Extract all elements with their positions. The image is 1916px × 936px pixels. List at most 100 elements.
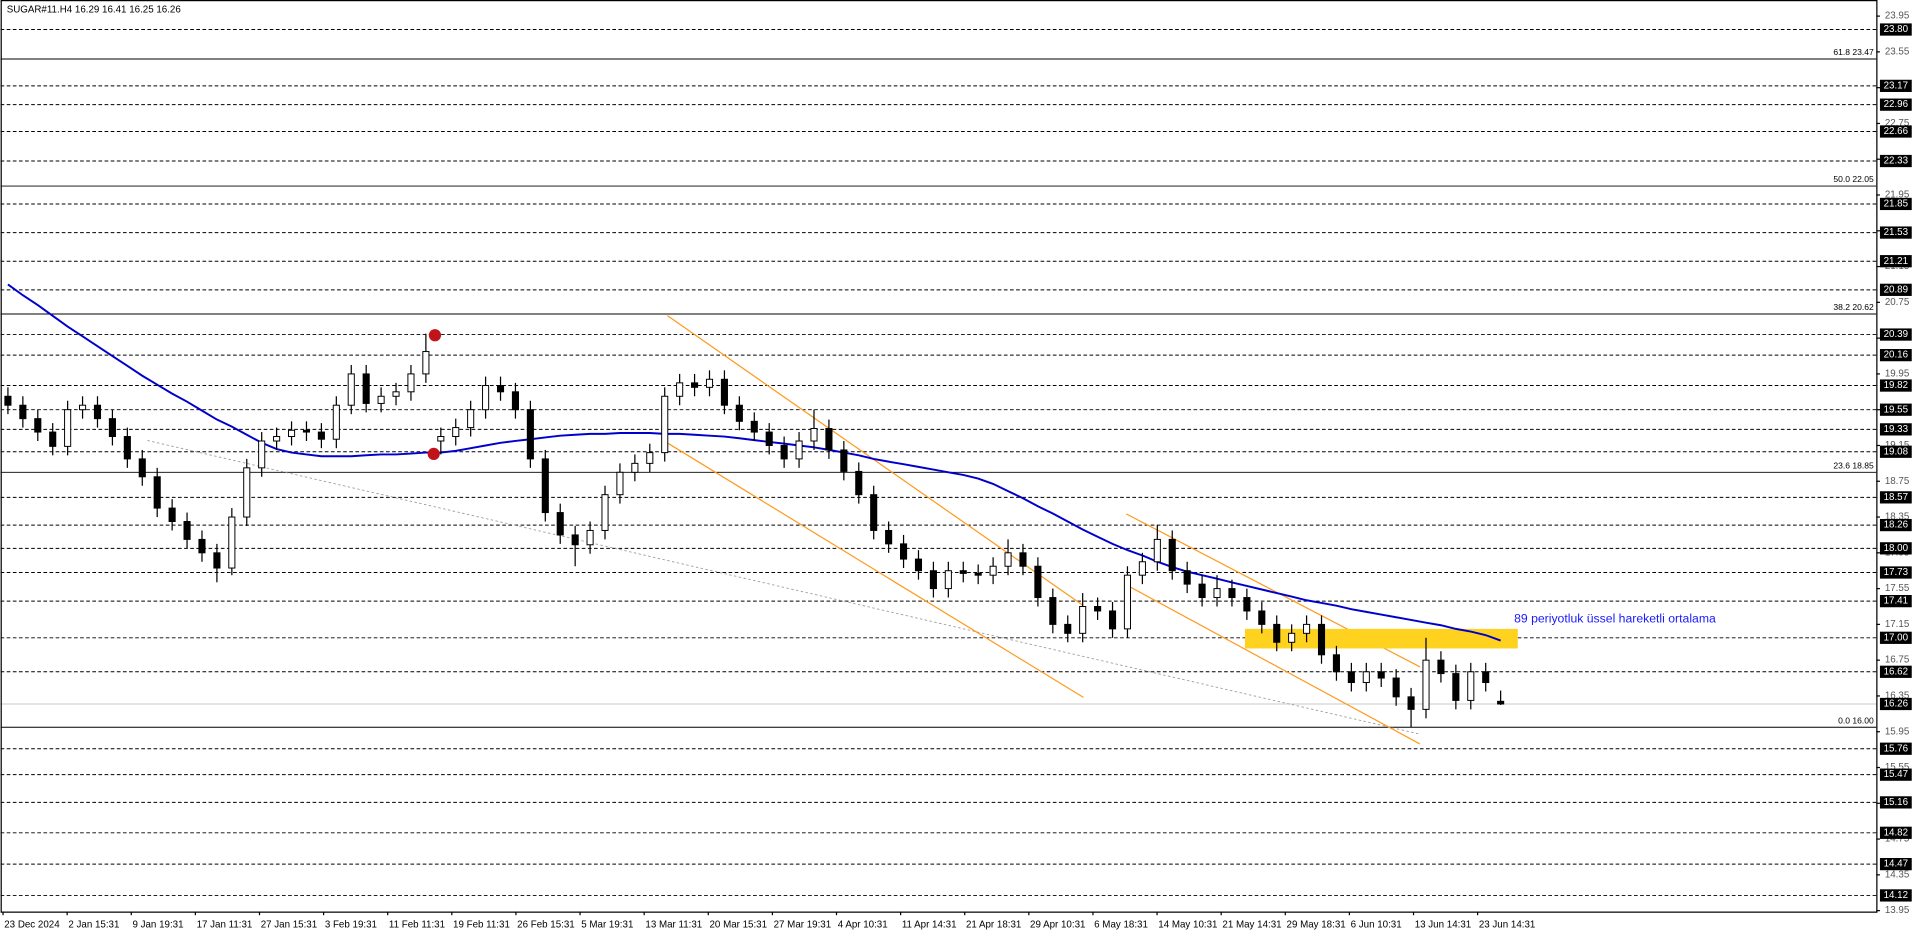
candle-body — [1392, 677, 1400, 698]
candle-body — [467, 409, 475, 429]
current-price-label: 16.26 — [1884, 699, 1908, 710]
x-tick-label: 11 Feb 11:31 — [389, 920, 445, 931]
candle-body — [914, 558, 923, 572]
level-box — [1879, 542, 1912, 555]
level-box — [1879, 125, 1912, 138]
level-label: 23.80 — [1884, 24, 1909, 35]
level-box — [1879, 595, 1912, 608]
x-tick-label: 27 Mar 19:31 — [774, 920, 832, 931]
axis-layer: 13.9514.3514.7515.1515.5515.9516.3516.75… — [2, 11, 1912, 931]
x-tick-label: 9 Jan 19:31 — [132, 920, 183, 931]
x-tick-label: 11 Apr 14:31 — [902, 920, 957, 931]
fib-label: 61.8 23.47 — [1833, 47, 1874, 57]
y-tick-label: 17.15 — [1885, 619, 1910, 630]
level-label: 18.26 — [1884, 520, 1908, 531]
level-box — [1879, 445, 1912, 458]
candle-body — [601, 494, 609, 531]
candle-body — [631, 462, 639, 473]
level-box — [1879, 889, 1912, 902]
level-box — [1879, 796, 1912, 809]
candle-body — [735, 404, 743, 422]
x-tick-label: 20 Mar 15:31 — [710, 920, 768, 931]
x-tick-label: 3 Feb 19:31 — [325, 920, 377, 931]
y-tick-label: 15.95 — [1885, 726, 1910, 737]
candle-body — [511, 391, 519, 411]
level-box — [1879, 665, 1912, 678]
level-label: 19.82 — [1884, 380, 1908, 391]
candle-body — [437, 436, 445, 442]
y-tick-label: 23.95 — [1885, 11, 1910, 22]
level-label: 22.66 — [1884, 126, 1908, 137]
candle-body — [571, 534, 579, 546]
candle-body — [1019, 552, 1027, 567]
candle-body — [4, 395, 12, 406]
candle-body — [1332, 654, 1340, 673]
candle-body — [959, 570, 967, 574]
level-label: 14.47 — [1884, 859, 1908, 870]
x-tick-label: 5 Mar 19:31 — [581, 920, 633, 931]
y-tick-label: 13.95 — [1885, 905, 1910, 916]
level-box — [1879, 379, 1912, 392]
candle-body — [123, 436, 131, 460]
level-label: 19.33 — [1884, 424, 1908, 435]
candle-body — [213, 552, 221, 569]
candle-body — [900, 543, 908, 560]
current-price-box — [1879, 697, 1912, 711]
x-tick-label: 6 May 18:31 — [1094, 920, 1148, 931]
level-label: 18.57 — [1884, 492, 1908, 503]
candle-body — [541, 458, 549, 514]
candle-body — [1004, 552, 1012, 567]
level-box — [1879, 491, 1912, 504]
x-tick-label: 26 Feb 15:31 — [517, 920, 575, 931]
y-tick-label: 21.95 — [1885, 190, 1910, 201]
level-label: 17.00 — [1884, 632, 1909, 643]
candle-body — [1228, 588, 1236, 599]
level-box — [1879, 328, 1912, 341]
y-tick-label: 16.75 — [1885, 655, 1910, 666]
markers — [427, 329, 442, 461]
fib-label: 38.2 20.62 — [1833, 302, 1874, 312]
candle-body — [392, 391, 400, 397]
candle-body — [1467, 671, 1475, 701]
level-label: 15.16 — [1884, 797, 1908, 808]
x-tick-label: 13 Mar 11:31 — [645, 920, 702, 931]
candle-body — [586, 529, 594, 546]
level-box — [1879, 226, 1912, 239]
candle-body — [34, 418, 42, 433]
candle-body — [765, 431, 773, 446]
level-label: 19.08 — [1884, 446, 1908, 457]
level-box — [1879, 631, 1912, 644]
candle-body — [258, 440, 266, 469]
candle-body — [1482, 671, 1490, 684]
plot-border — [0, 0, 1878, 913]
candle-body — [1198, 583, 1206, 599]
x-tick-label: 23 Dec 2024 — [4, 920, 60, 931]
candle-body — [64, 409, 72, 447]
candle-body — [526, 409, 534, 460]
candle-body — [974, 572, 982, 576]
x-tick-label: 19 Feb 11:31 — [453, 920, 510, 931]
candle-body — [228, 516, 236, 569]
candle-body — [1317, 623, 1326, 656]
level-label: 20.89 — [1884, 284, 1908, 295]
candle-body — [1168, 538, 1176, 572]
candle-body — [168, 507, 176, 523]
y-tick-label: 19.15 — [1885, 440, 1910, 451]
level-box — [1879, 283, 1912, 296]
candle-body — [661, 395, 669, 454]
candle-body — [1273, 623, 1281, 643]
ema-annotation: 89 periyotluk üssel hareketli ortalama — [1514, 611, 1716, 625]
candle-body — [1377, 671, 1385, 679]
candle-body — [108, 418, 116, 438]
candle-body — [1243, 597, 1251, 612]
y-tick-label: 15.55 — [1885, 762, 1910, 773]
candle-body — [243, 467, 251, 518]
level-box — [1879, 197, 1912, 211]
candle-body — [646, 452, 654, 464]
level-box — [1879, 742, 1912, 755]
candle-body — [332, 404, 340, 440]
level-box — [1879, 768, 1912, 781]
candle-body — [1288, 632, 1296, 643]
candle-body — [138, 458, 146, 478]
